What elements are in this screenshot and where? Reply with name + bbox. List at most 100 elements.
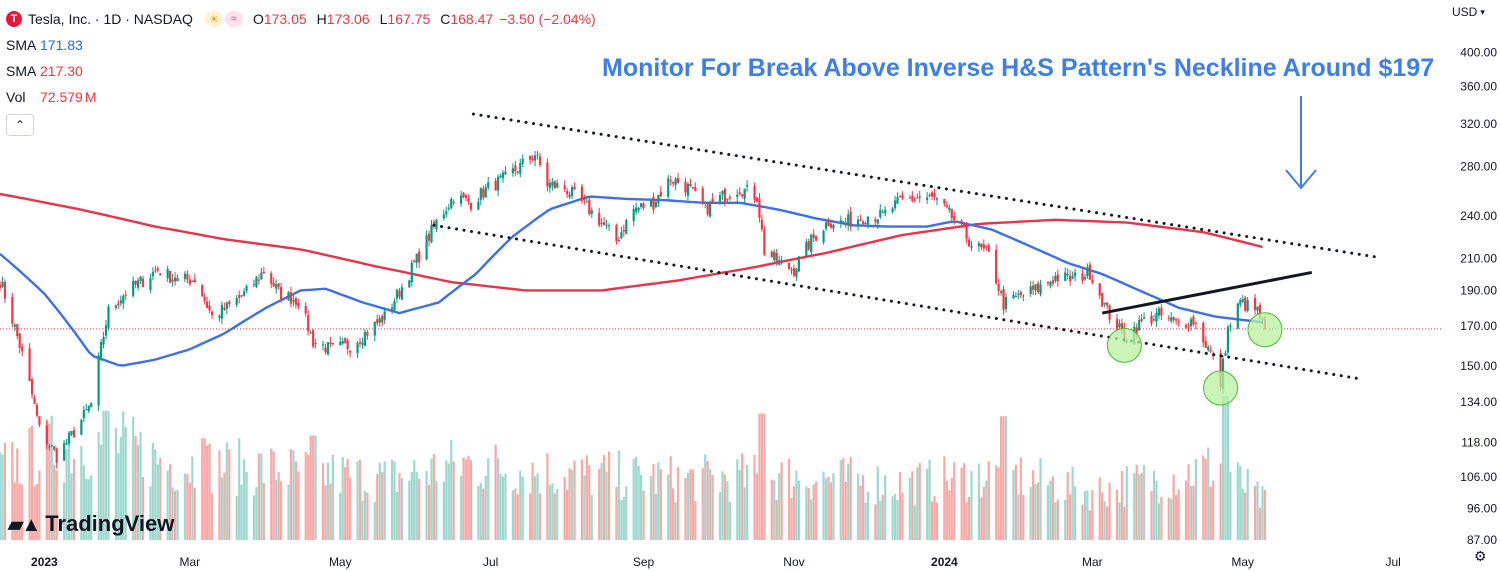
candle-body [1226, 327, 1230, 353]
volume-bar [654, 493, 657, 540]
candle [849, 206, 852, 231]
candle [270, 271, 273, 289]
candle [548, 178, 551, 193]
indicator-sma-50[interactable]: SMA 171.83 [6, 32, 596, 58]
candle [30, 377, 34, 399]
market-session-icon[interactable]: ☀ [204, 11, 223, 27]
candle [967, 236, 971, 248]
candle-body [255, 276, 258, 287]
volume-bar [913, 505, 916, 540]
candle-body [583, 198, 586, 200]
volume-bar [1258, 507, 1262, 540]
candle [349, 350, 352, 358]
candle [102, 331, 105, 349]
volume-bar [462, 457, 465, 540]
candle [1241, 295, 1244, 304]
candle-body [516, 171, 519, 173]
volume-bar [102, 410, 105, 540]
volume-bar [1106, 506, 1109, 540]
volume-bar [72, 459, 76, 540]
candle [117, 299, 120, 310]
data-status-icon[interactable]: ≈ [224, 11, 243, 27]
candle [918, 190, 921, 203]
left-shoulder-circle [1106, 327, 1142, 363]
volume-bar [80, 446, 83, 540]
volume-bar [812, 484, 815, 540]
symbol-title[interactable]: Tesla, Inc. · 1D · NASDAQ [28, 11, 193, 27]
candle-body [82, 409, 85, 419]
volume-bar [228, 449, 231, 540]
candle [13, 322, 16, 332]
candle-body [479, 188, 482, 200]
candle-body [1167, 317, 1170, 319]
candle-body [275, 284, 278, 289]
candle [45, 420, 48, 450]
candle-body [1157, 308, 1161, 316]
candle [908, 194, 911, 200]
candle-body [676, 178, 680, 184]
tradingview-logo[interactable]: ▰▲ TradingView [8, 511, 174, 537]
time-axis[interactable]: 2023 Mar May Jul Sep Nov 2024 Mar May Jul [31, 555, 1401, 569]
gear-icon[interactable]: ⚙ [1474, 548, 1487, 564]
candle [504, 166, 507, 176]
volume-bar [459, 475, 463, 540]
candle-body [635, 207, 638, 212]
candle-body [193, 279, 196, 283]
collapse-legend-button[interactable]: ⌃ [6, 114, 34, 136]
candle-body [1177, 321, 1180, 323]
volume-bar [603, 455, 606, 540]
volume-bar [425, 471, 428, 540]
volume-bar [257, 453, 261, 540]
candle [1194, 322, 1197, 330]
candle-body [881, 211, 884, 213]
candle [652, 192, 655, 214]
candle [1002, 285, 1005, 315]
candle-body [861, 221, 865, 224]
volume-bar [1012, 469, 1015, 540]
candle [790, 267, 793, 275]
candle-body [790, 269, 793, 271]
volume-bar [21, 484, 24, 540]
candle [376, 314, 379, 327]
candle [277, 282, 280, 290]
candle [711, 193, 714, 203]
candle [1066, 268, 1069, 280]
candle-body [314, 343, 317, 345]
chevron-up-icon: ⌃ [14, 118, 26, 132]
candle [691, 187, 694, 190]
candle-body [176, 278, 179, 281]
candle [0, 280, 2, 292]
currency-selector[interactable]: USD ▾ [1452, 5, 1485, 19]
indicator-sma-200[interactable]: SMA 217.30 [6, 58, 596, 84]
candle-body [188, 279, 191, 285]
volume-bar [346, 459, 349, 540]
candle-body [1258, 304, 1262, 319]
candle-body [1036, 283, 1040, 293]
volume-bar [464, 459, 468, 540]
indicator-volume[interactable]: Vol 72.579 M [6, 84, 596, 110]
candle [1229, 322, 1232, 332]
volume-bar [896, 500, 899, 540]
price-axis[interactable]: 400.00 360.00 320.00 280.00 240.00 210.00 190.… [1460, 46, 1497, 547]
volume-bar [926, 468, 929, 540]
candle-body [1175, 319, 1178, 321]
candle [154, 265, 157, 274]
candle [220, 301, 224, 324]
candle [1019, 290, 1022, 299]
volume-bar [366, 492, 369, 540]
candle-body [381, 316, 384, 323]
volume-bar [188, 483, 191, 540]
chart-legend: T Tesla, Inc. · 1D · NASDAQ ☀ ≈ O 173.05 … [6, 6, 596, 136]
volume-bar [728, 501, 731, 540]
candle-body [257, 279, 261, 281]
candle-body [701, 188, 704, 204]
candle-body [445, 211, 448, 215]
volume-bar [807, 488, 810, 540]
candle-body [1244, 297, 1247, 311]
volume-bar [344, 467, 347, 540]
volume-bar [1039, 458, 1042, 540]
volume-bar [307, 454, 310, 540]
candle-body [1219, 353, 1222, 388]
candle [824, 221, 828, 232]
